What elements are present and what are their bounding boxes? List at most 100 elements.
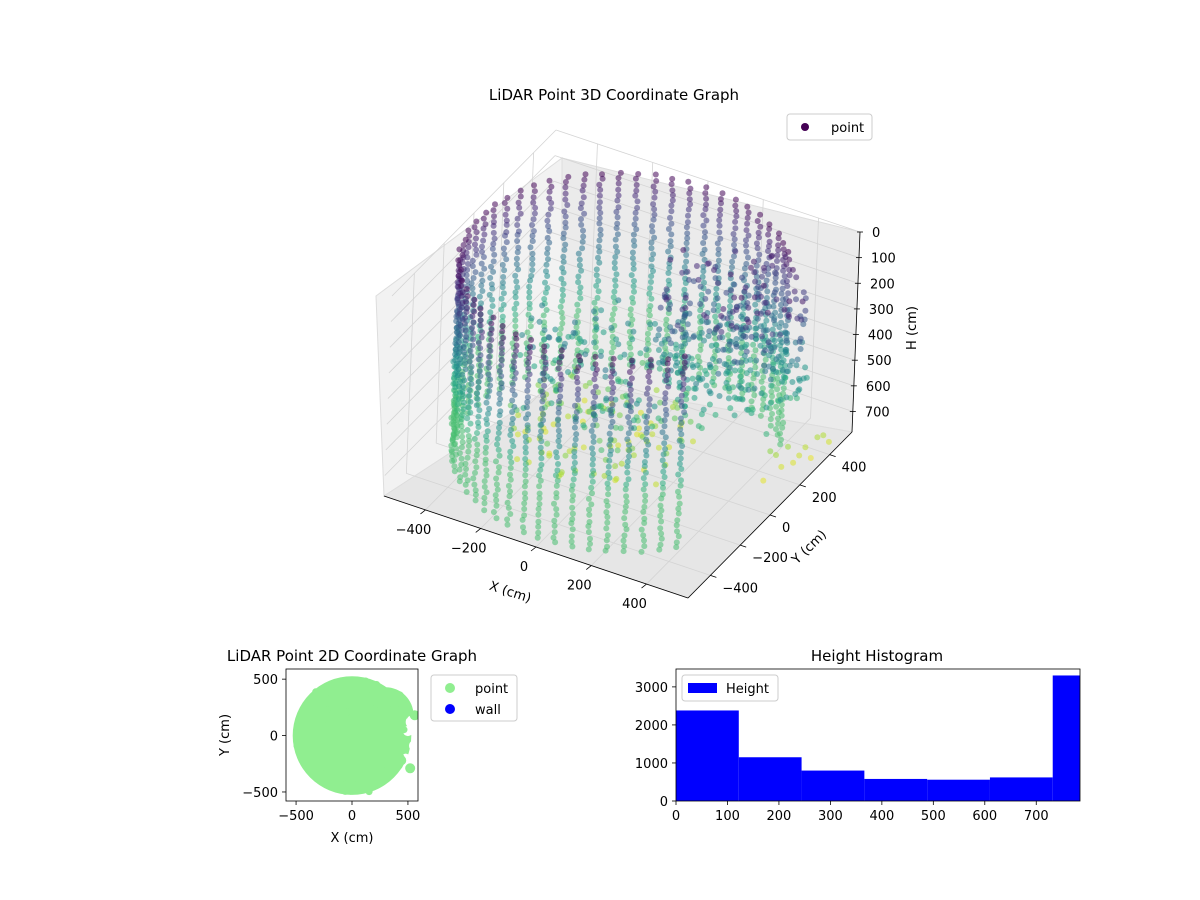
point-3d [678,431,685,438]
point-3d [752,364,759,371]
point-3d [483,472,490,479]
histogram-legend-box [681,674,779,702]
point-3d [562,219,569,226]
point-3d [560,258,567,265]
point-3d [516,204,523,211]
point-3d [731,358,738,365]
point-2d [357,730,365,738]
point-3d [657,512,664,519]
point-3d [643,452,650,459]
point-3d [767,399,774,406]
point-2d [344,708,351,716]
point-3d [573,374,580,381]
point-3d [468,363,475,370]
point-3d [626,447,633,454]
point-3d [557,393,564,400]
point-3d [771,289,778,296]
point-3d [592,361,599,368]
point-3d [645,441,652,448]
point-3d [471,224,478,231]
point-3d [615,442,622,449]
point-3d [483,433,490,440]
point-3d [748,398,755,405]
point-2d [336,743,344,751]
point-3d [712,275,719,282]
point-3d [674,528,680,535]
point-3d [629,249,636,256]
point-3d [780,240,787,246]
point-3d [648,239,655,246]
point-3d [628,425,635,431]
point-3d [555,438,562,444]
point-3d [771,337,778,344]
point-3d [690,438,696,445]
point-3d [459,433,466,440]
point-3d [701,337,707,344]
point-3d [543,307,550,313]
point-3d [596,437,603,444]
point-3d [740,332,747,339]
point-3d [717,212,723,218]
point-3d [743,227,750,234]
point-3d [565,173,572,180]
point-3d [559,314,566,321]
point-3d [652,336,659,343]
point-3d [536,501,543,507]
point-3d [679,443,686,449]
point-3d [568,538,575,545]
point-3d [496,419,503,426]
point-3d [786,272,793,279]
point-3d [488,281,495,288]
point-3d [773,426,779,433]
point-3d [625,430,632,437]
point-3d [474,430,480,436]
point-3d [657,525,664,532]
point-3d [565,369,571,375]
point-3d [720,306,727,312]
point-3d [470,330,476,336]
point-3d [479,248,485,255]
point-3d [627,408,634,415]
point-3d [473,402,480,409]
point-3d [499,328,506,335]
point-3d [743,242,749,249]
point-3d [794,356,801,363]
point-3d [570,476,577,483]
point-3d [524,329,531,336]
point-3d [538,421,545,428]
point-2d [305,746,313,754]
point-3d [685,206,692,213]
point-3d [569,526,576,533]
point-3d [544,250,551,257]
point-3d [648,279,654,285]
point-3d [731,241,737,248]
point-3d [492,492,499,499]
point-3d [592,315,599,322]
point-3d [778,359,785,366]
point-3d [512,311,519,318]
point-3d [770,303,777,310]
point-3d [679,370,686,377]
point-3d [712,313,719,320]
point-3d [602,373,609,380]
point-3d [711,267,717,273]
point-3d [689,375,696,382]
point-3d [679,269,686,276]
point-3d [515,228,522,235]
point-3d [458,423,465,430]
point-3d [637,409,644,416]
point-3d [651,234,658,241]
point-3d [499,279,506,286]
point-3d [712,365,719,371]
point-3d [611,259,618,266]
point-3d [473,251,480,258]
point-3d [473,464,480,471]
point-3d [639,359,646,366]
point-3d [522,461,529,468]
point-3d [498,356,505,363]
point-3d [786,256,793,263]
point-3d [649,223,655,230]
point-3d [677,482,684,489]
point-3d [467,398,474,405]
